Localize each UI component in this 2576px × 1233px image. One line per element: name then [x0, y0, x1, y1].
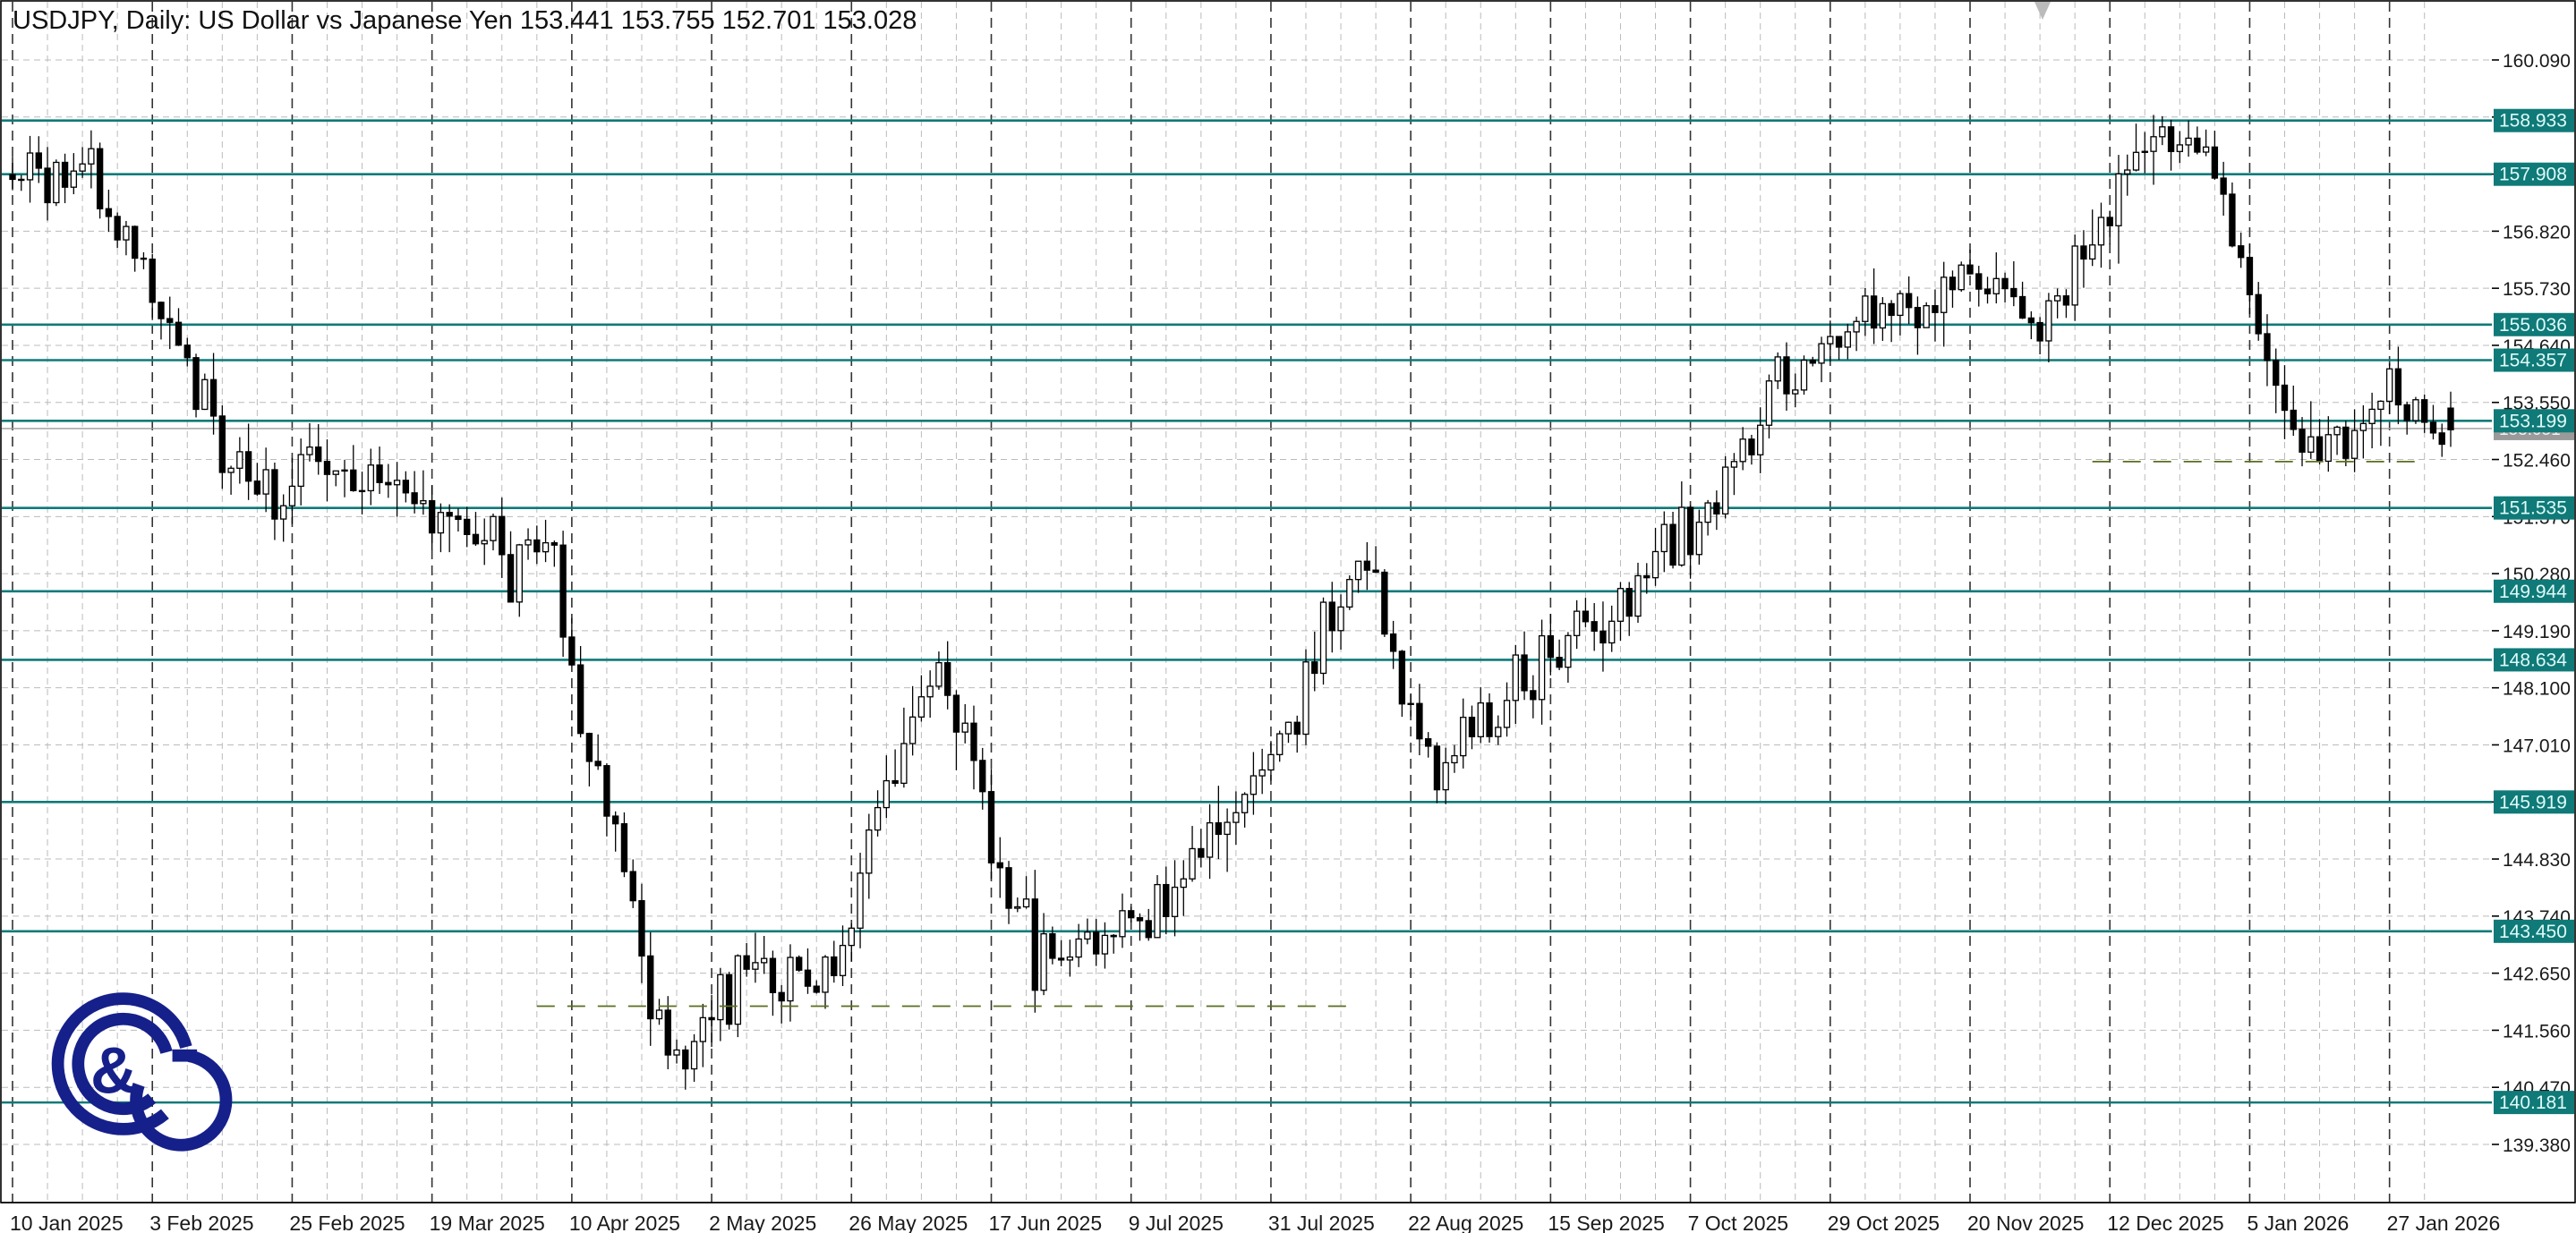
- svg-text:148.100: 148.100: [2503, 679, 2571, 700]
- svg-text:152.460: 152.460: [2503, 451, 2571, 472]
- svg-text:7 Oct 2025: 7 Oct 2025: [1688, 1212, 1789, 1233]
- svg-text:151.535: 151.535: [2499, 498, 2567, 519]
- svg-text:25 Feb 2025: 25 Feb 2025: [289, 1212, 405, 1233]
- svg-text:158.933: 158.933: [2499, 111, 2567, 132]
- svg-text:10 Jan 2025: 10 Jan 2025: [10, 1212, 124, 1233]
- svg-text:10 Apr 2025: 10 Apr 2025: [569, 1212, 680, 1233]
- svg-text:27 Jan 2026: 27 Jan 2026: [2387, 1212, 2501, 1233]
- svg-text:142.650: 142.650: [2503, 965, 2571, 985]
- svg-text:26 May 2025: 26 May 2025: [849, 1212, 968, 1233]
- svg-text:22 Aug 2025: 22 Aug 2025: [1408, 1212, 1523, 1233]
- svg-text:9 Jul 2025: 9 Jul 2025: [1129, 1212, 1224, 1233]
- svg-text:149.190: 149.190: [2503, 622, 2571, 642]
- svg-text:139.380: 139.380: [2503, 1135, 2571, 1156]
- svg-text:145.919: 145.919: [2499, 792, 2567, 812]
- svg-text:5 Jan 2026: 5 Jan 2026: [2247, 1212, 2349, 1233]
- svg-text:147.010: 147.010: [2503, 736, 2571, 756]
- svg-text:160.090: 160.090: [2503, 51, 2571, 72]
- svg-text:31 Jul 2025: 31 Jul 2025: [1268, 1212, 1375, 1233]
- svg-text:149.944: 149.944: [2499, 582, 2567, 602]
- svg-text:153.199: 153.199: [2499, 411, 2567, 431]
- svg-text:19 Mar 2025: 19 Mar 2025: [430, 1212, 545, 1233]
- svg-text:29 Oct 2025: 29 Oct 2025: [1828, 1212, 1940, 1233]
- svg-text:155.730: 155.730: [2503, 279, 2571, 300]
- svg-text:157.908: 157.908: [2499, 165, 2567, 185]
- svg-text:15 Sep 2025: 15 Sep 2025: [1548, 1212, 1664, 1233]
- svg-text:12 Dec 2025: 12 Dec 2025: [2107, 1212, 2223, 1233]
- svg-text:USDJPY, Daily: US Dollar vs: USDJPY, Daily: US Dollar vs Japanese Yen…: [13, 6, 917, 35]
- svg-text:148.634: 148.634: [2499, 650, 2567, 670]
- svg-text:144.830: 144.830: [2503, 850, 2571, 871]
- svg-text:17 Jun 2025: 17 Jun 2025: [989, 1212, 1103, 1233]
- svg-text:155.036: 155.036: [2499, 315, 2567, 336]
- svg-text:2 May 2025: 2 May 2025: [709, 1212, 816, 1233]
- svg-text:3 Feb 2025: 3 Feb 2025: [149, 1212, 253, 1233]
- svg-text:143.450: 143.450: [2499, 922, 2567, 942]
- svg-text:156.820: 156.820: [2503, 222, 2571, 242]
- svg-text:141.560: 141.560: [2503, 1021, 2571, 1042]
- svg-text:140.181: 140.181: [2499, 1093, 2567, 1113]
- svg-text:20 Nov 2025: 20 Nov 2025: [1967, 1212, 2084, 1233]
- svg-text:154.357: 154.357: [2499, 351, 2567, 371]
